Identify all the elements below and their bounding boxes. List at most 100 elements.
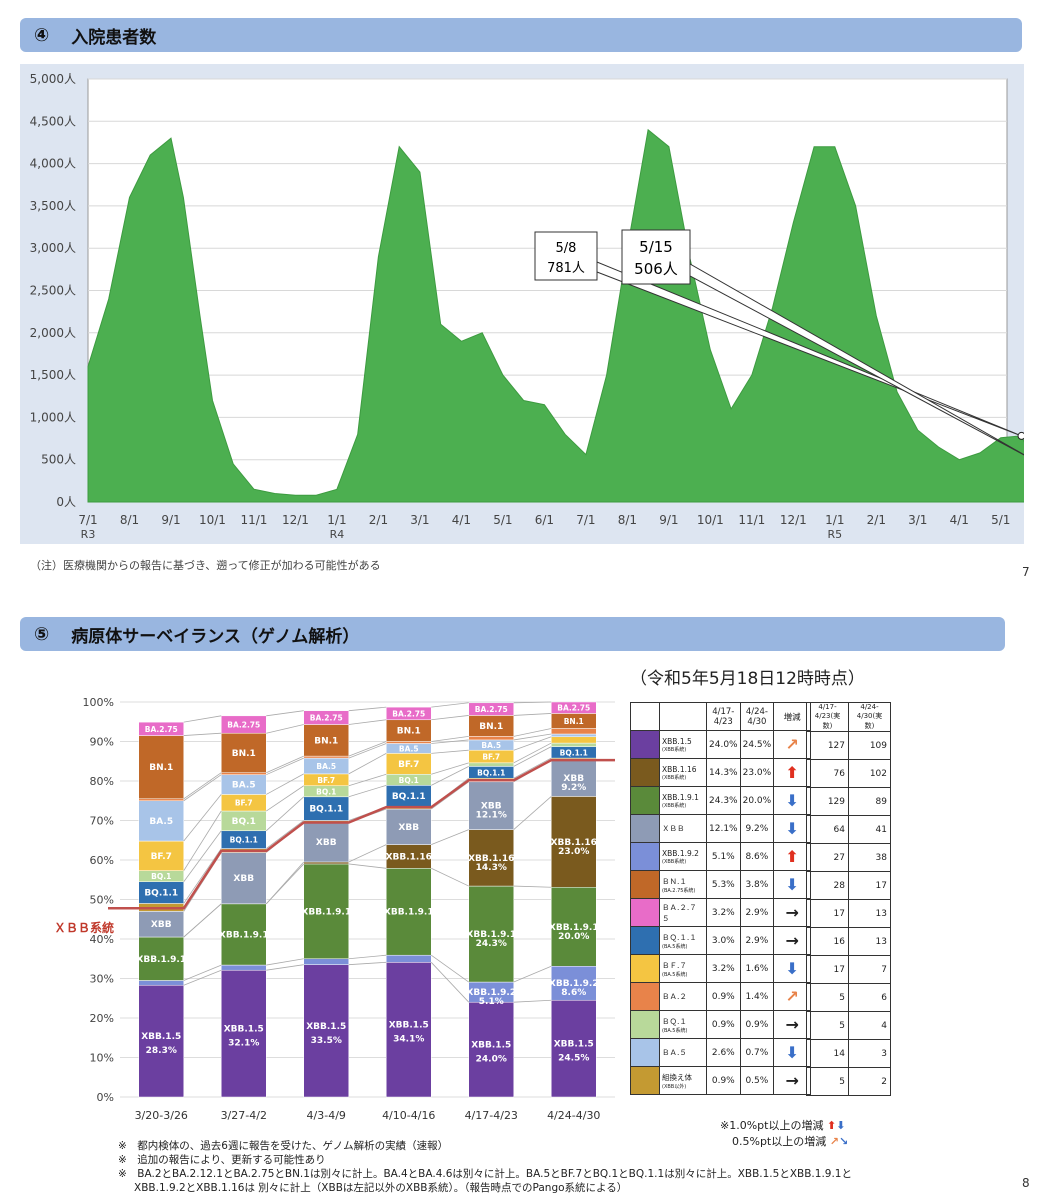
connector-line <box>266 964 304 971</box>
variant-lineage: (XBB系統) <box>662 858 687 865</box>
segment-label: XBB.1.5 <box>306 1022 346 1032</box>
connector-line <box>513 965 552 983</box>
y-tick-label: 20% <box>90 1012 114 1025</box>
count-latest: 41 <box>848 815 891 844</box>
bar-segment <box>303 964 349 1098</box>
x-tick-label: 5/1 <box>991 513 1010 527</box>
x-tick-label: 6/1 <box>535 513 554 527</box>
segment-label: BA.5 <box>149 817 173 827</box>
variant-swatch <box>630 898 660 927</box>
connector-line <box>431 739 469 744</box>
hospitalized-area-chart: 0人 500人 1,000人 1,500人 2,000人 2,500人 3,000人 3,50… <box>30 72 1036 541</box>
segment-label: BQ.1 <box>399 776 419 785</box>
segment-label: BA.2.75 <box>557 704 590 713</box>
bar-segment <box>468 829 514 887</box>
variant-swatch <box>630 842 660 871</box>
variant-label: ＢＮ.１ <box>662 876 687 886</box>
x-tick-label: 4/1 <box>452 513 471 527</box>
connector-line <box>431 954 469 983</box>
arrow-diag-up-icon: ↗ <box>829 1135 839 1148</box>
segment-label: BA.2.75 <box>392 709 425 718</box>
percent-latest: 1.4% <box>739 982 775 1011</box>
count-prev: 129 <box>806 787 849 816</box>
connector-line <box>431 766 469 786</box>
variant-swatch <box>630 1066 660 1095</box>
count-latest: 13 <box>848 899 891 928</box>
y-tick-label: 1,000人 <box>30 410 76 424</box>
table-row: 17 7 <box>806 955 891 984</box>
xbb-share-line <box>108 758 615 910</box>
connector-line <box>513 733 552 741</box>
connector-line <box>430 962 470 1003</box>
bar-segment <box>468 702 514 716</box>
callout-value: 506人 <box>634 260 678 278</box>
table-row: 27 38 <box>806 843 891 872</box>
connector-line <box>266 755 304 774</box>
bar-segment <box>386 954 432 963</box>
connector-line <box>513 701 552 704</box>
variant-label: ＢＱ.１ <box>662 1016 687 1026</box>
era-label: R5 <box>827 528 842 541</box>
variant-label: XBB.1.16 <box>662 764 697 774</box>
table-row: XBB.1.5 (XBB系統) 24.0% 24.5% ↗ <box>630 730 812 759</box>
segment-label: BF.7 <box>317 776 335 785</box>
connector-line <box>348 741 387 757</box>
segment-label: XBB <box>316 838 337 848</box>
bar-segment <box>386 706 432 721</box>
connector-line <box>513 885 552 888</box>
bar-segment <box>386 868 432 956</box>
connector-line <box>348 719 387 725</box>
x-tick-label: 9/1 <box>659 513 678 527</box>
segment-label: BA.2.75 <box>310 714 343 723</box>
table-row: 16 13 <box>806 927 891 956</box>
y-tick-label: 2,000人 <box>30 326 76 340</box>
era-label: R3 <box>81 528 96 541</box>
col-header: 4/24-4/30 <box>739 702 775 731</box>
segment-label: BQ.1 <box>316 787 336 796</box>
trend-arrow-icon: ↗ <box>773 730 812 759</box>
segment-label: XBB.1.16 <box>386 852 432 862</box>
x-tick-label: 4/24-4/30 <box>547 1109 600 1122</box>
bar-segment <box>303 958 349 965</box>
count-latest: 102 <box>848 759 891 788</box>
table-row: 64 41 <box>806 815 891 844</box>
segment-label: XBB.1.16 <box>551 838 597 848</box>
callout-value: 781人 <box>547 261 585 276</box>
table-row: XBB.1.16 (XBB系統) 14.3% 23.0% ⬆ <box>630 758 812 787</box>
y-tick-label: 3,500人 <box>30 199 76 213</box>
segment-percent: 23.0% <box>558 847 589 857</box>
bar-segment <box>138 800 184 842</box>
x-tick-label: 4/17-4/23 <box>465 1109 518 1122</box>
y-tick-label: 5,000人 <box>30 72 76 86</box>
segment-label: BF.7 <box>235 799 253 808</box>
variant-name: XBB.1.9.2 (XBB系統) <box>659 842 707 871</box>
x-tick-label: 8/1 <box>120 513 139 527</box>
count-prev: 127 <box>806 731 849 760</box>
segment-label: BA.2.75 <box>475 705 508 714</box>
trend-arrow-icon: ⬇ <box>773 786 812 815</box>
segment-label: XBB.1.5 <box>141 1032 181 1042</box>
connector-line <box>513 999 552 1003</box>
x-tick-label: 7/1 <box>78 513 97 527</box>
percent-latest: 1.6% <box>739 954 775 983</box>
connector-line <box>266 710 304 717</box>
segment-label: BQ.1.1 <box>560 748 588 757</box>
variant-swatch <box>630 814 660 843</box>
segment-label: XBB.1.9.1 <box>136 955 186 965</box>
hospitalized-chart-panel: 0人 500人 1,000人 1,500人 2,000人 2,500人 3,000人 3,50… <box>20 64 1036 544</box>
callout-box <box>621 229 691 285</box>
variant-label: ＢＱ.１.１ <box>662 932 697 942</box>
connector-line <box>183 969 222 986</box>
count-prev: 17 <box>806 899 849 928</box>
segment-label: BA.2.75 <box>227 721 260 730</box>
percent-latest: 2.9% <box>739 926 775 955</box>
connector-line <box>183 774 222 802</box>
segment-percent: 14.3% <box>476 863 507 873</box>
variant-lineage: (BA.5系統) <box>662 1027 688 1034</box>
bar-segment <box>551 759 597 797</box>
footnote: ※ BA.2とBA.2.12.1とBA.2.75とBN.1は別々に計上。BA.4… <box>118 1168 852 1180</box>
connector-line <box>348 844 387 863</box>
bar-segment <box>138 984 184 1098</box>
